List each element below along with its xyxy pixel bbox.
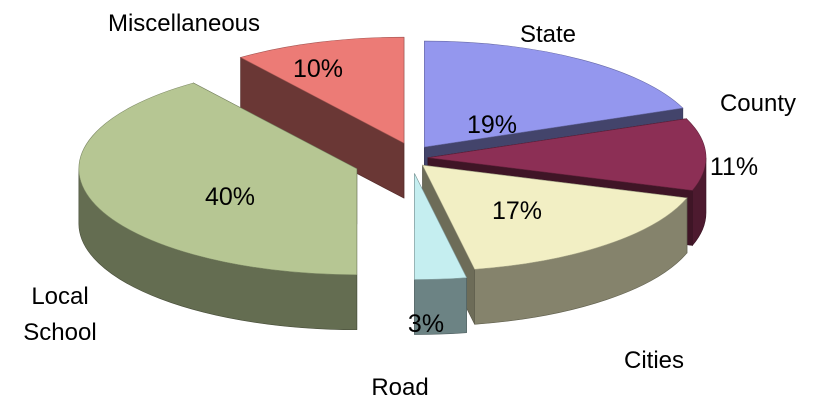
category-label-cities: Cities	[624, 347, 684, 374]
pct-label-state: 19%	[467, 111, 517, 139]
slice-road	[414, 173, 468, 335]
slice-miscellaneous	[239, 36, 405, 199]
pct-label-road: 3%	[408, 310, 444, 338]
slice-local-school-top	[78, 82, 358, 276]
category-label-state: State	[520, 21, 576, 48]
slice-road-top	[414, 173, 468, 280]
slice-cities-top	[422, 164, 688, 270]
slice-state-top	[424, 40, 684, 148]
slice-local-school	[78, 82, 358, 331]
slice-miscellaneous-top	[239, 36, 405, 144]
pct-label-county: 11%	[710, 153, 758, 181]
pct-label-local-school: 40%	[205, 183, 255, 211]
category-label-local-school: Local School	[23, 283, 96, 346]
pct-label-miscellaneous: 10%	[293, 55, 343, 83]
category-label-miscellaneous: Miscellaneous	[108, 10, 260, 37]
slice-county-top	[427, 118, 707, 191]
category-label-county: County	[720, 90, 796, 117]
category-label-road: Road	[371, 374, 428, 401]
pct-label-cities: 17%	[492, 197, 542, 225]
